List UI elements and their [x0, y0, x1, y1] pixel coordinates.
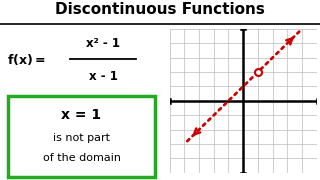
Text: Discontinuous Functions: Discontinuous Functions	[55, 2, 265, 17]
Text: x² - 1: x² - 1	[86, 37, 120, 50]
Text: x = 1: x = 1	[61, 108, 101, 122]
Text: is not part: is not part	[53, 133, 110, 143]
Text: of the domain: of the domain	[43, 153, 121, 163]
Text: x - 1: x - 1	[89, 70, 118, 83]
FancyBboxPatch shape	[8, 96, 155, 177]
Text: $\bf{f(x) =}$: $\bf{f(x) =}$	[7, 52, 45, 67]
